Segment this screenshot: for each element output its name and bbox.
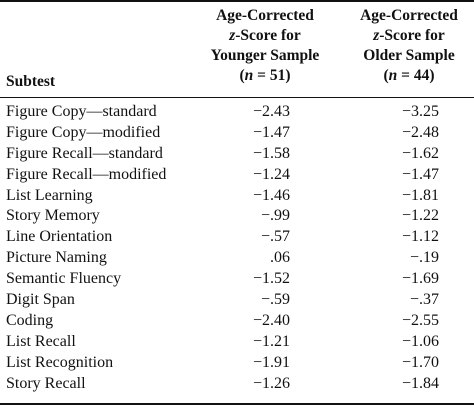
table-row: Picture Naming .06 −.19	[0, 248, 474, 269]
table-header: Age-Corrected z-Score for Younger Sample…	[0, 0, 474, 97]
older-score: −3.25	[401, 103, 439, 120]
older-score: −.37	[409, 291, 439, 309]
header-younger-n: n	[244, 67, 254, 84]
subtest-name: Digit Span	[6, 291, 75, 309]
header-younger-sample: Age-Corrected z-Score for Younger Sample…	[201, 6, 329, 86]
older-score: −.19	[409, 249, 439, 267]
subtest-name: Figure Recall—modified	[6, 165, 167, 183]
table-row: List Recognition −1.91 −1.70	[0, 353, 474, 374]
header-older-line3: Older Sample	[363, 47, 455, 64]
header-older-open-paren: (	[383, 67, 389, 84]
header-younger-line2: z-Score for	[201, 26, 329, 46]
subtest-name: List Recall	[6, 332, 76, 350]
subtest-name: Story Memory	[6, 207, 100, 225]
table-row: Digit Span −.59 −.37	[0, 290, 474, 311]
header-younger-line3: Younger Sample	[210, 47, 320, 64]
table-row: Figure Recall—standard −1.58 −1.62	[0, 144, 474, 165]
header-younger-n-value: = 51)	[253, 67, 291, 84]
header-older-n-value: = 44)	[397, 67, 435, 84]
header-younger-score-for: -Score for	[235, 27, 301, 44]
table-top-rule	[0, 0, 474, 2]
header-younger-open-paren: (	[239, 67, 245, 84]
table-body: Figure Copy—standard −2.43 −3.25 Figure Co…	[0, 102, 474, 394]
subtest-name: Figure Recall—standard	[6, 144, 163, 162]
older-score: −1.47	[401, 165, 439, 183]
younger-score: −1.91	[252, 353, 290, 371]
table-row: Story Memory −.99 −1.22	[0, 206, 474, 227]
younger-score: −.99	[260, 207, 290, 225]
header-younger-z: z	[229, 27, 236, 44]
subtest-name: List Learning	[6, 186, 93, 204]
younger-score: −2.40	[252, 311, 290, 329]
younger-score: .06	[270, 249, 290, 267]
table-header-rule	[0, 97, 474, 98]
older-score: −2.48	[401, 123, 439, 141]
table-bottom-rule	[0, 403, 474, 405]
older-score: −1.84	[401, 374, 439, 392]
younger-score: −2.43	[252, 103, 290, 120]
subtest-name: Semantic Fluency	[6, 270, 122, 288]
header-older-line2: z-Score for	[344, 26, 474, 46]
younger-score: −.57	[260, 228, 290, 246]
table-row: List Recall −1.21 −1.06	[0, 332, 474, 353]
younger-score: −1.46	[252, 186, 290, 204]
table-row: Figure Recall—modified −1.24 −1.47	[0, 165, 474, 186]
older-score: −1.70	[401, 353, 439, 371]
header-younger-line1: Age-Corrected	[216, 7, 314, 24]
subtest-name: Figure Copy—standard	[6, 103, 157, 120]
header-younger-line4: (n = 51)	[201, 66, 329, 86]
subtest-name: Coding	[6, 311, 54, 329]
header-older-score-for: -Score for	[379, 27, 445, 44]
older-score: −1.12	[401, 228, 439, 246]
older-score: −1.69	[401, 270, 439, 288]
header-older-line1: Age-Corrected	[360, 7, 458, 24]
older-score: −2.55	[401, 311, 439, 329]
subtest-name: Line Orientation	[6, 228, 113, 246]
older-score: −1.62	[401, 144, 439, 162]
younger-score: −1.26	[252, 374, 290, 392]
younger-score: −1.58	[252, 144, 290, 162]
table-row: Story Recall −1.26 −1.84	[0, 374, 474, 395]
younger-score: −1.47	[252, 123, 290, 141]
older-score: −1.81	[401, 186, 439, 204]
header-older-z: z	[373, 27, 380, 44]
younger-score: −1.52	[252, 270, 290, 288]
header-older-line4: (n = 44)	[344, 66, 474, 86]
header-older-n: n	[388, 67, 398, 84]
table-row: Semantic Fluency −1.52 −1.69	[0, 269, 474, 290]
older-score: −1.06	[401, 332, 439, 350]
table-row: Coding −2.40 −2.55	[0, 311, 474, 332]
table-row: Figure Copy—modified −1.47 −2.48	[0, 123, 474, 144]
subtest-name: Picture Naming	[6, 249, 107, 267]
younger-score: −.59	[260, 291, 290, 309]
subtest-name: Figure Copy—modified	[6, 123, 161, 141]
subtest-name: List Recognition	[6, 353, 114, 371]
table-row: Line Orientation −.57 −1.12	[0, 227, 474, 248]
table-row: List Learning −1.46 −1.81	[0, 186, 474, 207]
subtest-name: Story Recall	[6, 374, 86, 392]
younger-score: −1.24	[252, 165, 290, 183]
table-row: Figure Copy—standard −2.43 −3.25	[0, 102, 474, 123]
header-subtest: Subtest	[6, 73, 56, 90]
older-score: −1.22	[401, 207, 439, 225]
younger-score: −1.21	[252, 332, 290, 350]
header-older-sample: Age-Corrected z-Score for Older Sample (…	[344, 6, 474, 86]
